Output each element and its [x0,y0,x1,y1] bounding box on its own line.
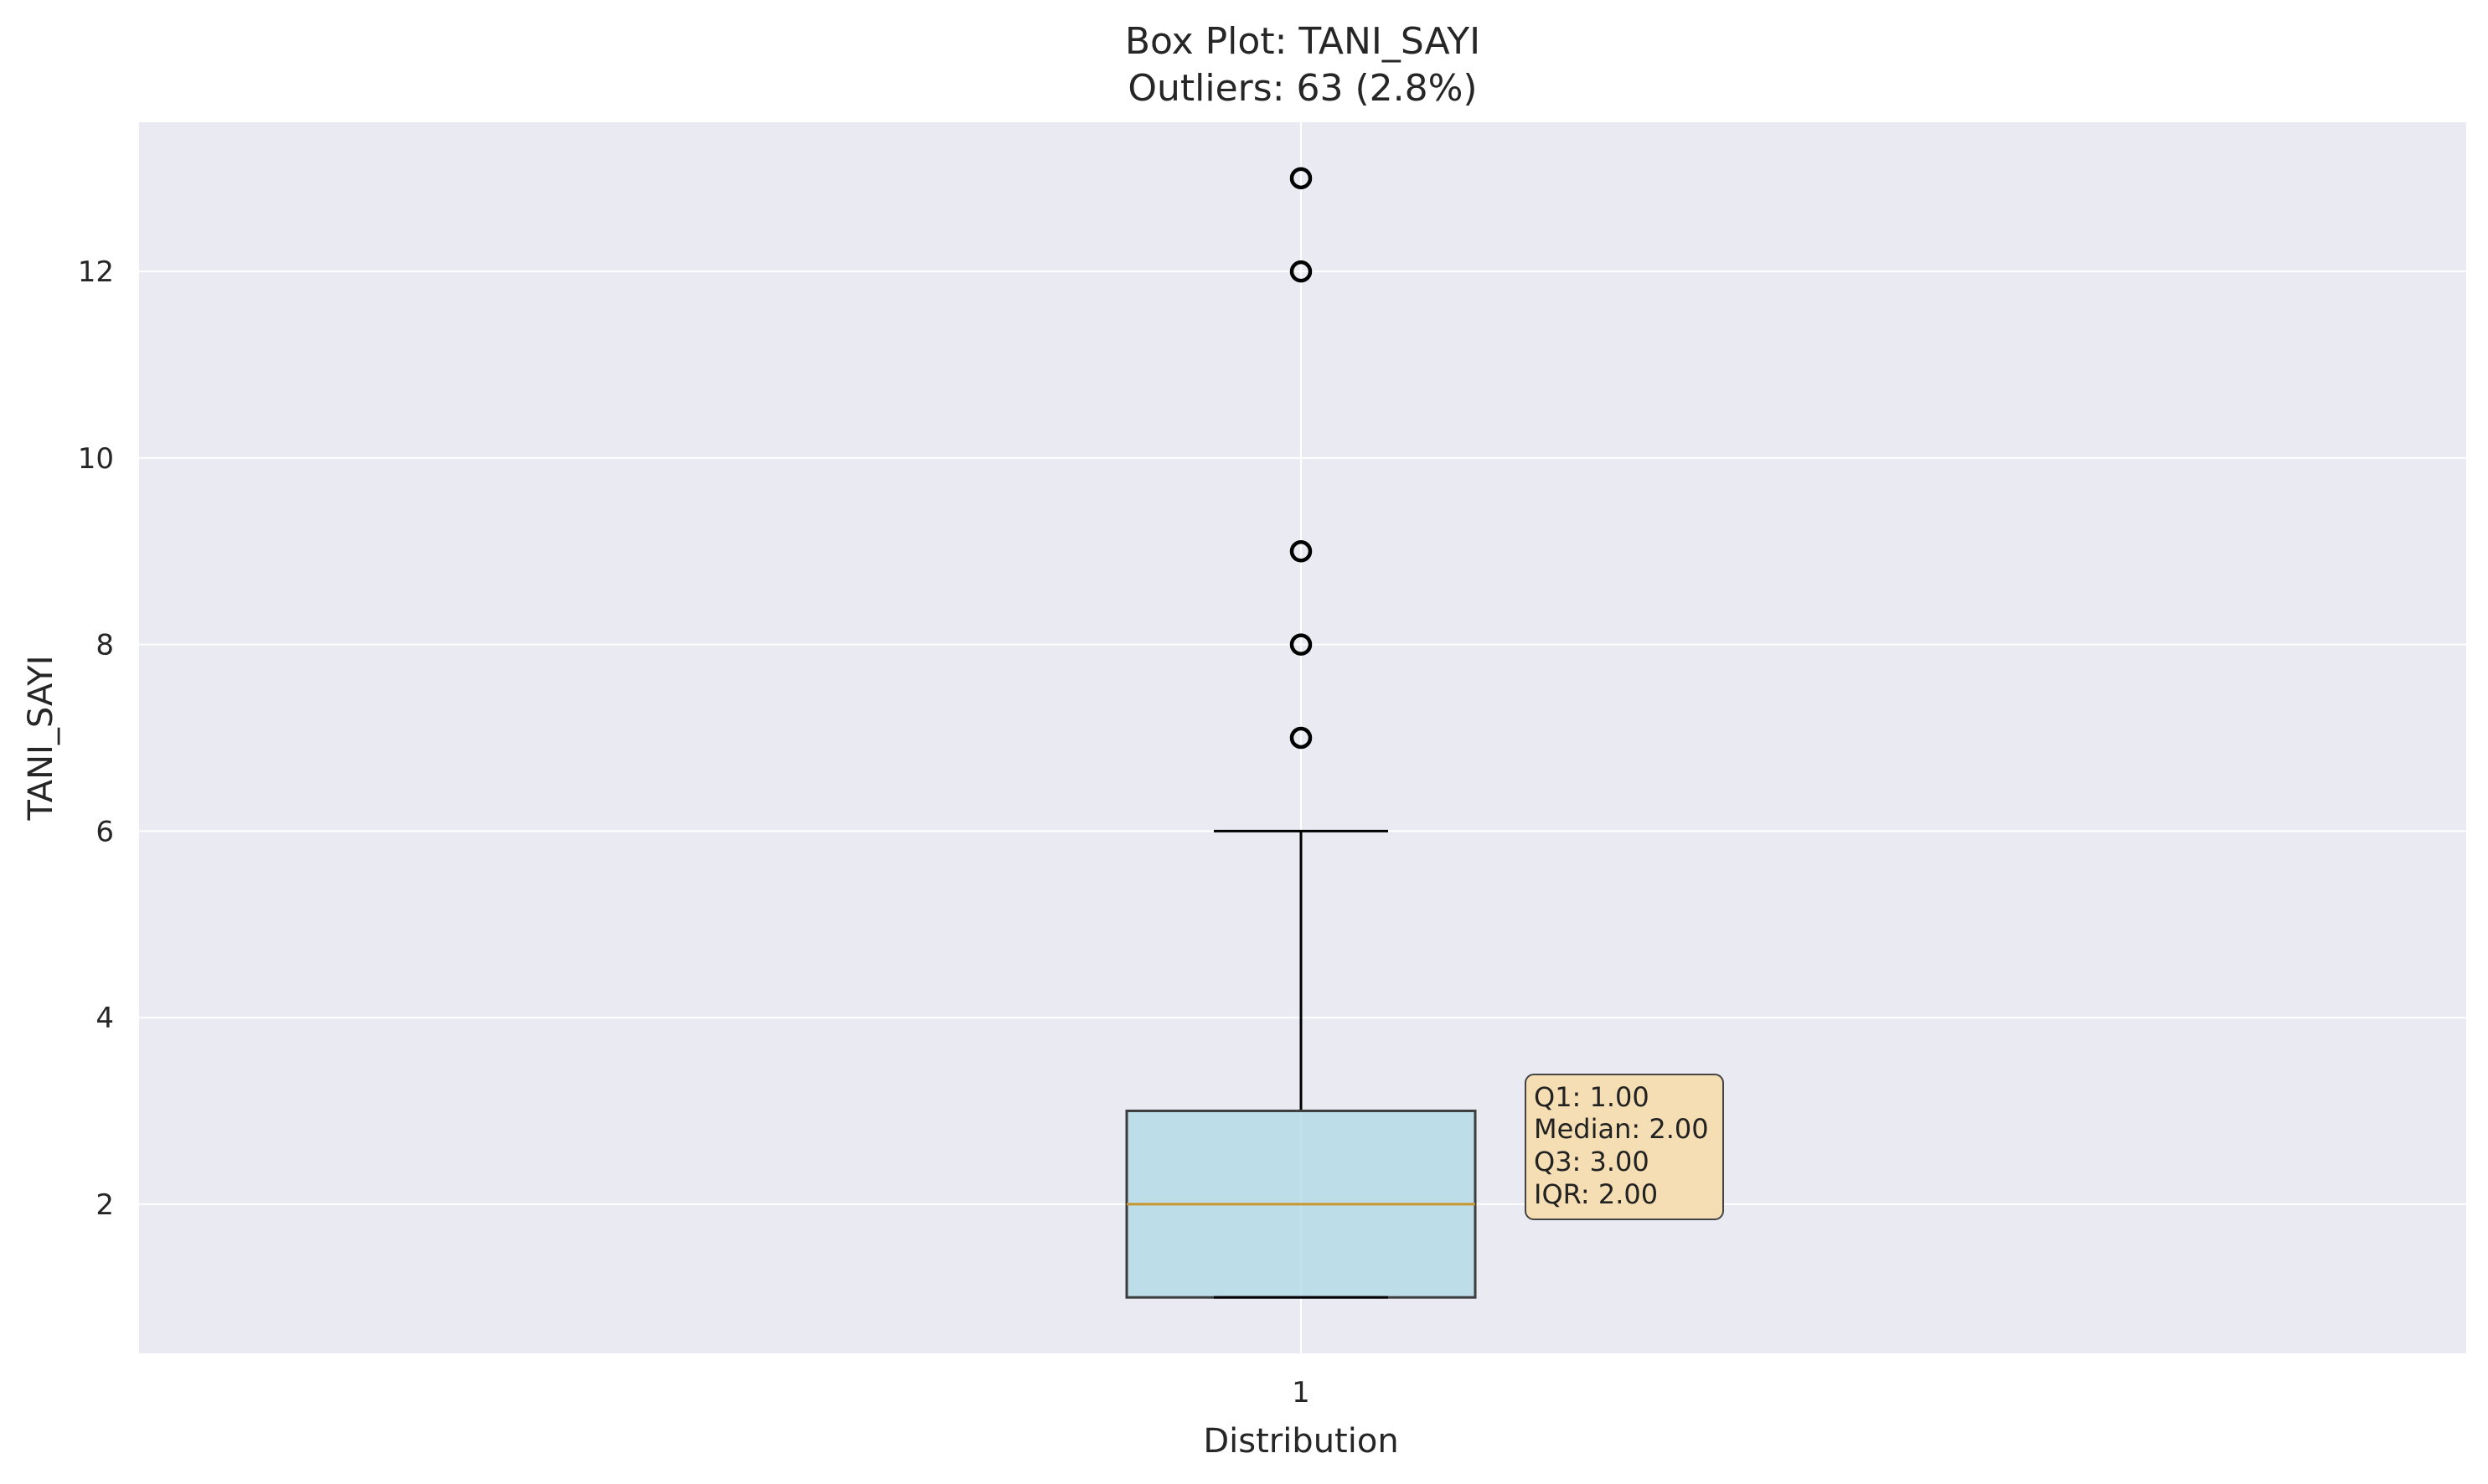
y-tick-label: 6 [95,815,114,848]
x-tick-label: 1 [1292,1376,1310,1409]
y-tick-label: 10 [78,442,114,476]
stats-line-q3: Q3: 3.00 [1534,1146,1649,1177]
stats-line-q1: Q1: 1.00 [1534,1081,1649,1113]
y-tick-label: 8 [95,629,114,662]
y-axis-ticks: 2 4 6 8 10 12 [78,255,114,1222]
y-tick-label: 2 [95,1188,114,1222]
outlier-point [1289,726,1313,750]
outlier-point [1289,167,1313,190]
y-axis-label: TANI_SAYI [22,655,60,821]
chart-subtitle: Outliers: 63 (2.8%) [1128,67,1477,110]
stats-annotation: Q1: 1.00 Median: 2.00 Q3: 3.00 IQR: 2.00 [1525,1074,1724,1220]
y-tick-label: 12 [78,255,114,289]
x-axis-label: Distribution [1203,1422,1398,1461]
outlier-points [1289,167,1313,750]
outlier-point [1289,260,1313,283]
y-tick-label: 4 [95,1002,114,1035]
stats-box [1525,1074,1724,1220]
outlier-point [1289,540,1313,563]
box-elements [1125,829,1477,1299]
chart-title: Box Plot: TANI_SAYI [1125,20,1480,63]
stats-line-iqr: IQR: 2.00 [1534,1178,1658,1210]
stats-line-median: Median: 2.00 [1534,1113,1709,1145]
outlier-point [1289,633,1313,656]
